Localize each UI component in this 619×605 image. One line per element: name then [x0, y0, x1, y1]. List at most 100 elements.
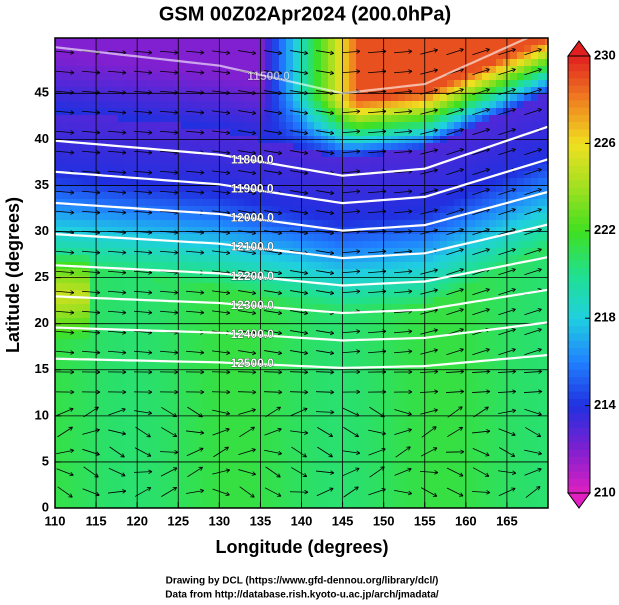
field-cell	[272, 115, 280, 123]
field-cell	[251, 409, 259, 417]
field-cell	[230, 276, 238, 284]
field-cell	[139, 339, 147, 347]
field-cell	[202, 164, 210, 172]
field-cell	[370, 164, 378, 172]
field-cell	[244, 269, 252, 277]
field-cell	[314, 409, 322, 417]
field-cell	[251, 262, 259, 270]
field-cell	[307, 73, 315, 81]
field-cell	[468, 374, 476, 382]
field-cell	[489, 451, 497, 459]
field-cell	[377, 115, 385, 123]
field-cell	[160, 38, 168, 46]
field-cell	[83, 367, 91, 375]
field-cell	[426, 80, 434, 88]
field-cell	[265, 192, 273, 200]
field-cell	[111, 479, 119, 487]
field-cell	[300, 325, 308, 333]
field-cell	[216, 255, 224, 263]
field-cell	[426, 45, 434, 53]
field-cell	[62, 402, 70, 410]
field-cell	[244, 402, 252, 410]
field-cell	[111, 402, 119, 410]
field-cell	[489, 115, 497, 123]
field-cell	[370, 437, 378, 445]
field-cell	[433, 192, 441, 200]
field-cell	[160, 311, 168, 319]
field-cell	[433, 423, 441, 431]
field-cell	[545, 423, 549, 431]
field-cell	[328, 318, 336, 326]
field-cell	[265, 339, 273, 347]
field-cell	[202, 108, 210, 116]
field-cell	[370, 38, 378, 46]
field-cell	[475, 192, 483, 200]
field-cell	[321, 486, 329, 494]
field-cell	[447, 73, 455, 81]
field-cell	[237, 416, 245, 424]
field-cell	[545, 255, 549, 263]
field-cell	[69, 381, 77, 389]
field-cell	[216, 416, 224, 424]
field-cell	[496, 423, 504, 431]
field-cell	[69, 409, 77, 417]
field-cell	[69, 171, 77, 179]
field-cell	[419, 493, 427, 501]
field-cell	[454, 206, 462, 214]
field-cell	[223, 150, 231, 158]
field-cell	[468, 479, 476, 487]
field-cell	[356, 304, 364, 312]
field-cell	[482, 493, 490, 501]
field-cell	[111, 500, 119, 508]
field-cell	[188, 276, 196, 284]
field-cell	[76, 493, 84, 501]
field-cell	[111, 199, 119, 207]
field-cell	[202, 374, 210, 382]
field-cell	[97, 479, 105, 487]
field-cell	[412, 227, 420, 235]
field-cell	[104, 248, 112, 256]
field-cell	[279, 290, 287, 298]
field-cell	[356, 339, 364, 347]
field-cell	[363, 129, 371, 137]
field-cell	[468, 213, 476, 221]
field-cell	[335, 269, 343, 277]
field-cell	[496, 388, 504, 396]
field-cell	[118, 304, 126, 312]
field-cell	[517, 283, 525, 291]
field-cell	[258, 248, 266, 256]
field-cell	[405, 220, 413, 228]
field-cell	[62, 437, 70, 445]
field-cell	[482, 66, 490, 74]
field-cell	[412, 465, 420, 473]
field-cell	[398, 213, 406, 221]
field-cell	[125, 206, 133, 214]
field-cell	[412, 325, 420, 333]
field-cell	[76, 423, 84, 431]
stream-arrow	[524, 48, 542, 56]
field-cell	[209, 472, 217, 480]
field-cell	[118, 465, 126, 473]
field-cell	[321, 220, 329, 228]
field-cell	[335, 318, 343, 326]
field-cell	[461, 374, 469, 382]
field-cell	[181, 185, 189, 193]
field-cell	[83, 52, 91, 60]
field-cell	[244, 52, 252, 60]
field-cell	[76, 45, 84, 53]
field-cell	[55, 283, 63, 291]
field-cell	[412, 178, 420, 186]
field-cell	[153, 227, 161, 235]
field-cell	[384, 38, 392, 46]
field-cell	[314, 367, 322, 375]
field-cell	[230, 234, 238, 242]
field-cell	[55, 381, 63, 389]
field-cell	[90, 150, 98, 158]
field-cell	[174, 423, 182, 431]
field-cell	[132, 374, 140, 382]
field-cell	[328, 101, 336, 109]
field-cell	[69, 213, 77, 221]
field-cell	[293, 276, 301, 284]
field-cell	[447, 171, 455, 179]
field-cell	[237, 234, 245, 242]
